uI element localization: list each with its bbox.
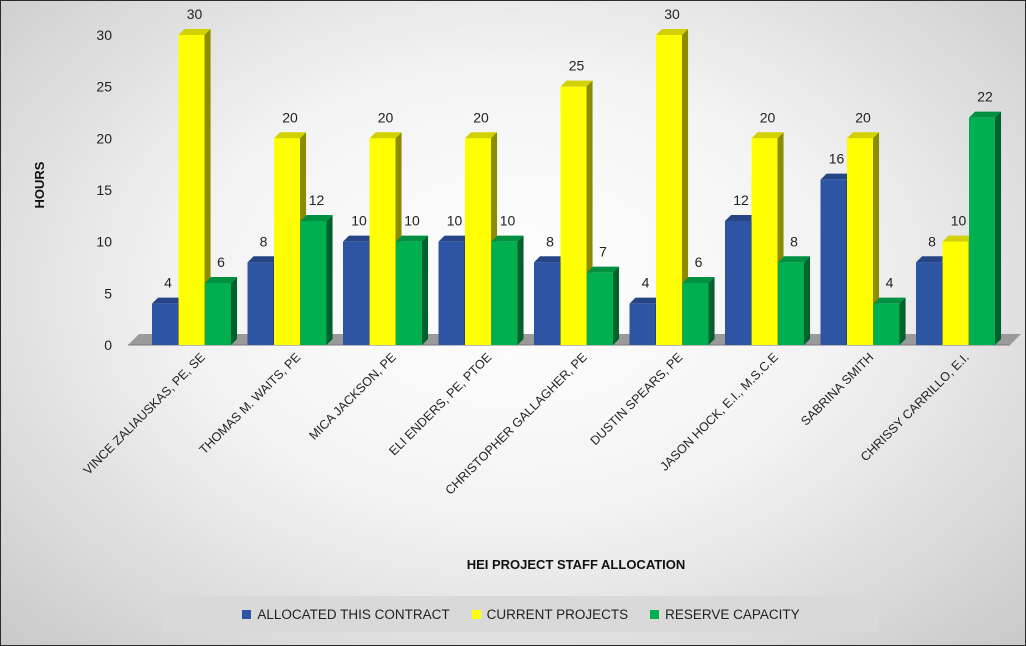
bar-reserve-capacity-4 bbox=[491, 235, 524, 345]
data-label: 12 bbox=[309, 192, 325, 208]
bar-reserve-capacity-1 bbox=[205, 276, 238, 345]
bar-current-projects-6 bbox=[656, 28, 689, 345]
legend-label: RESERVE CAPACITY bbox=[665, 606, 800, 622]
data-label: 4 bbox=[164, 275, 172, 291]
data-label: 10 bbox=[500, 213, 516, 229]
y-axis-title: HOURS bbox=[32, 161, 47, 208]
legend-swatch bbox=[242, 609, 252, 619]
bar-reserve-capacity-7 bbox=[778, 256, 811, 345]
data-label: 4 bbox=[886, 275, 894, 291]
data-label: 6 bbox=[217, 254, 225, 270]
bar-current-projects-1 bbox=[178, 28, 211, 345]
legend-swatch bbox=[650, 609, 660, 619]
data-label: 16 bbox=[829, 151, 845, 167]
data-label: 20 bbox=[855, 109, 871, 125]
data-label: 8 bbox=[546, 233, 554, 249]
y-tick-label: 0 bbox=[104, 337, 112, 353]
bar-current-projects-8 bbox=[847, 132, 880, 345]
category-label: ELI ENDERS, PE, PTOE bbox=[386, 350, 494, 458]
data-label: 10 bbox=[951, 213, 967, 229]
y-tick-label: 30 bbox=[96, 27, 112, 43]
legend-item: CURRENT PROJECTS bbox=[471, 606, 629, 622]
data-label: 4 bbox=[642, 275, 650, 291]
data-label: 10 bbox=[351, 213, 367, 229]
data-label: 7 bbox=[599, 244, 607, 260]
data-label: 8 bbox=[790, 233, 798, 249]
data-label: 10 bbox=[404, 213, 420, 229]
legend-label: CURRENT PROJECTS bbox=[486, 606, 629, 622]
x-axis-title: HEI PROJECT STAFF ALLOCATION bbox=[467, 557, 686, 572]
bar-reserve-capacity-5 bbox=[587, 266, 620, 345]
y-tick-label: 25 bbox=[96, 79, 112, 95]
data-label: 10 bbox=[447, 213, 463, 229]
category-label: DUSTIN SPEARS, PE bbox=[588, 350, 686, 448]
category-label: MICA JACKSON, PE bbox=[306, 350, 398, 442]
data-label: 22 bbox=[977, 89, 993, 105]
data-label: 8 bbox=[260, 233, 268, 249]
data-label: 30 bbox=[664, 6, 680, 22]
category-label: VINCE ZALIAUSKAS, PE, SE bbox=[81, 350, 208, 477]
y-tick-label: 20 bbox=[96, 130, 112, 146]
y-tick-label: 10 bbox=[96, 234, 112, 250]
legend: ALLOCATED THIS CONTRACT CURRENT PROJECTS R… bbox=[163, 596, 879, 632]
y-tick-label: 15 bbox=[96, 182, 112, 198]
category-label: THOMAS M. WAITS, PE bbox=[197, 350, 304, 457]
bar-reserve-capacity-9 bbox=[969, 111, 1002, 346]
bar-reserve-capacity-2 bbox=[300, 214, 333, 345]
data-label: 20 bbox=[760, 109, 776, 125]
category-label: CHRISSY CARRILLO, E.I. bbox=[858, 350, 972, 464]
data-label: 20 bbox=[378, 109, 394, 125]
bar-reserve-capacity-8 bbox=[873, 297, 906, 345]
legend-item: RESERVE CAPACITY bbox=[650, 607, 800, 622]
category-label: SABRINA SMITH bbox=[798, 350, 876, 428]
data-label: 12 bbox=[733, 192, 749, 208]
legend-label: ALLOCATED THIS CONTRACT bbox=[257, 606, 450, 622]
data-label: 20 bbox=[473, 109, 489, 125]
data-label: 20 bbox=[282, 109, 298, 125]
legend-swatch bbox=[471, 609, 481, 619]
data-label: 8 bbox=[928, 233, 936, 249]
bar-reserve-capacity-6 bbox=[682, 276, 715, 345]
data-label: 30 bbox=[187, 6, 203, 22]
y-tick-label: 5 bbox=[104, 285, 112, 301]
legend-item: ALLOCATED THIS CONTRACT bbox=[242, 606, 450, 622]
data-label: 6 bbox=[695, 254, 703, 270]
bar-reserve-capacity-3 bbox=[396, 235, 429, 345]
data-label: 25 bbox=[569, 58, 585, 74]
